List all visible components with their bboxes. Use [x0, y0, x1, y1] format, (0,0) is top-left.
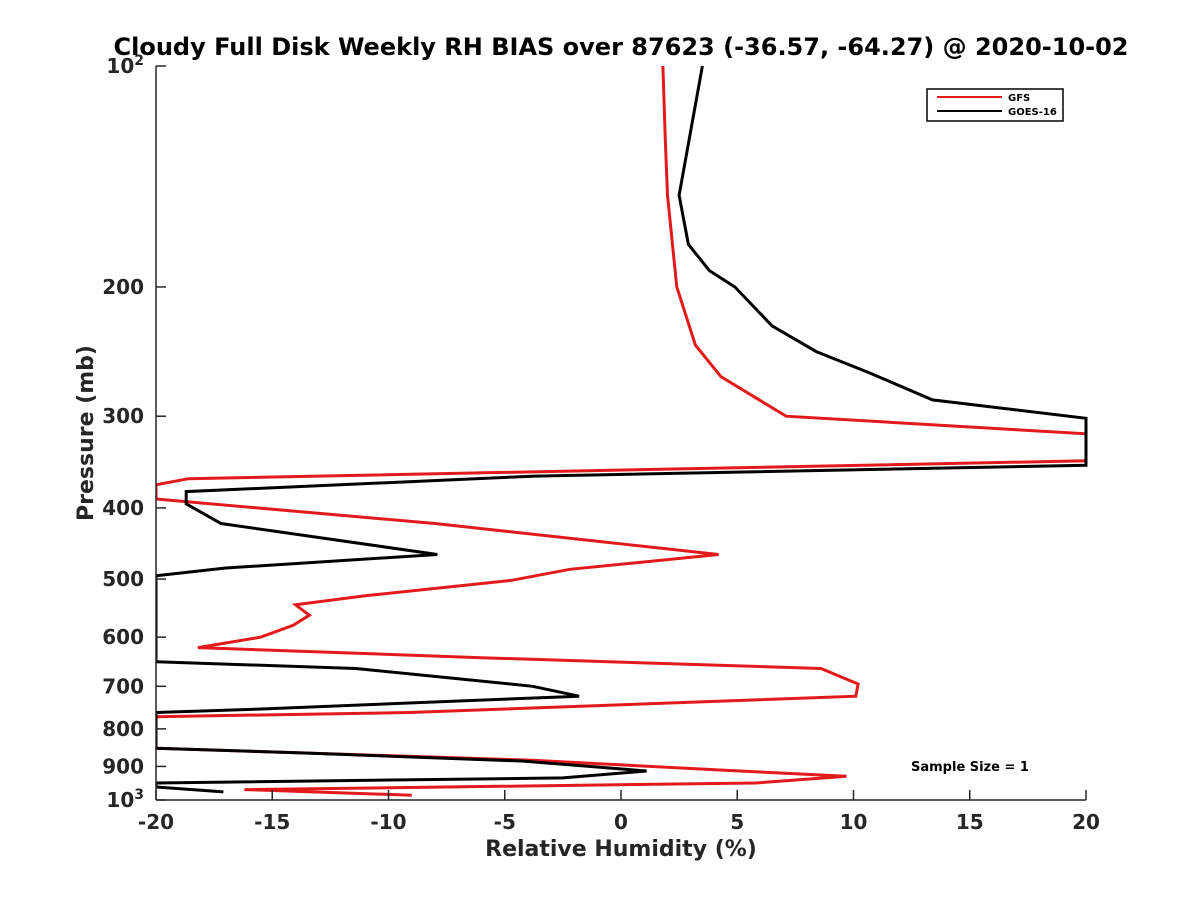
y-tick-label: 200: [102, 275, 144, 299]
x-axis-label: Relative Humidity (%): [485, 837, 757, 862]
x-tick-label: -15: [254, 810, 290, 834]
chart-title: Cloudy Full Disk Weekly RH BIAS over 876…: [114, 33, 1129, 61]
legend-box: [926, 88, 1064, 122]
x-tick-label: 0: [614, 810, 628, 834]
x-tick-label: 15: [956, 810, 984, 834]
y-tick-label: 900: [102, 754, 144, 778]
y-tick-label: 500: [102, 567, 144, 591]
series-line-goes16: [156, 65, 1088, 794]
x-tick-label: 20: [1072, 810, 1100, 834]
y-tick-label: 400: [102, 496, 144, 520]
x-tick-label: 10: [840, 810, 868, 834]
legend-label-gfs: GFS: [1008, 93, 1030, 104]
series-layer: [156, 65, 1088, 797]
y-axis-label: Pressure (mb): [74, 345, 99, 521]
x-tick-label: 5: [730, 810, 744, 834]
x-axis-ticks: -20 -15 -10 -5 0 5 10 15 20: [138, 790, 1100, 834]
y-tick-label: 600: [102, 625, 144, 649]
x-tick-label: -10: [370, 810, 406, 834]
legend: GFS GOES-16: [926, 88, 1064, 122]
y-tick-label: 800: [102, 717, 144, 741]
y-tick-label: 700: [102, 674, 144, 698]
y-tick-label: 300: [102, 404, 144, 428]
legend-label-goes16: GOES-16: [1008, 107, 1057, 118]
x-tick-label: -5: [494, 810, 516, 834]
sample-size-annotation: Sample Size = 1: [911, 760, 1029, 775]
x-tick-label: -20: [138, 810, 174, 834]
